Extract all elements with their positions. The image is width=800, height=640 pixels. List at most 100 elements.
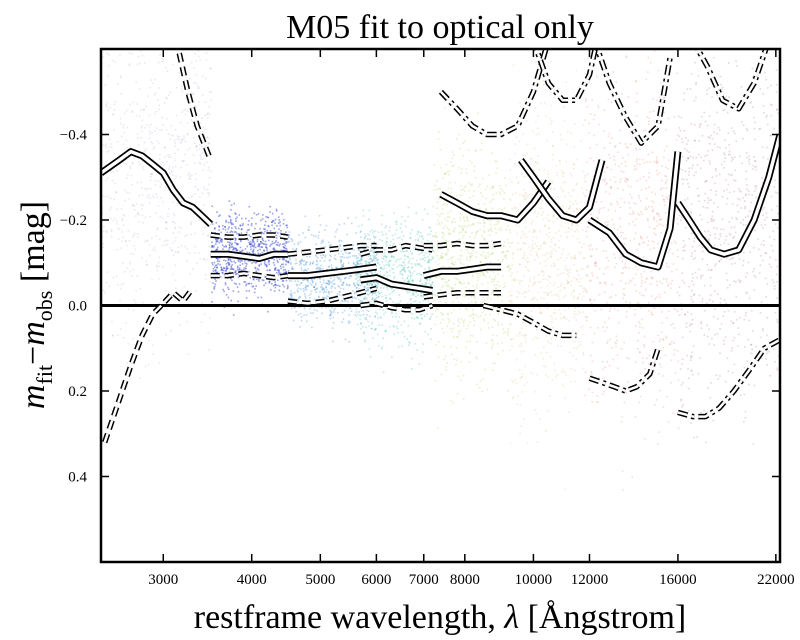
scatter-point bbox=[186, 78, 188, 81]
scatter-point bbox=[495, 307, 497, 309]
scatter-point bbox=[445, 284, 448, 286]
scatter-point bbox=[428, 261, 431, 263]
scatter-point bbox=[137, 233, 139, 235]
scatter-point bbox=[261, 237, 264, 240]
scatter-point bbox=[174, 165, 177, 168]
scatter-point bbox=[186, 248, 189, 250]
scatter-point bbox=[402, 261, 404, 263]
scatter-point bbox=[469, 340, 471, 343]
scatter-point bbox=[264, 228, 266, 230]
scatter-point bbox=[117, 334, 119, 336]
scatter-point bbox=[122, 262, 124, 265]
scatter-point bbox=[377, 317, 379, 319]
scatter-point bbox=[116, 170, 118, 172]
scatter-point bbox=[221, 244, 224, 246]
scatter-point bbox=[514, 143, 517, 145]
scatter-point bbox=[642, 159, 644, 161]
scatter-point bbox=[465, 248, 468, 251]
scatter-point bbox=[535, 162, 537, 164]
scatter-point bbox=[202, 126, 204, 129]
scatter-point bbox=[159, 215, 161, 218]
scatter-point bbox=[558, 298, 561, 301]
scatter-point bbox=[530, 222, 533, 225]
scatter-point bbox=[245, 217, 247, 220]
scatter-point bbox=[241, 249, 244, 251]
scatter-point bbox=[281, 280, 284, 282]
scatter-point bbox=[458, 239, 460, 242]
scatter-point bbox=[444, 173, 446, 175]
scatter-point bbox=[451, 263, 453, 265]
scatter-point bbox=[268, 282, 271, 284]
scatter-point bbox=[520, 376, 523, 378]
scatter-point bbox=[131, 204, 133, 206]
scatter-point bbox=[165, 221, 167, 224]
scatter-point bbox=[501, 208, 503, 211]
scatter-point bbox=[758, 248, 760, 251]
scatter-point bbox=[374, 255, 376, 257]
scatter-point bbox=[490, 152, 493, 155]
scatter-point bbox=[367, 289, 369, 291]
scatter-point bbox=[272, 248, 274, 250]
scatter-point bbox=[373, 259, 376, 262]
scatter-point bbox=[417, 317, 419, 319]
scatter-point bbox=[252, 240, 254, 242]
scatter-point bbox=[653, 160, 656, 163]
scatter-point bbox=[650, 313, 653, 316]
scatter-point bbox=[591, 401, 593, 403]
scatter-point bbox=[426, 279, 428, 281]
scatter-point bbox=[380, 291, 383, 294]
scatter-point bbox=[416, 349, 419, 351]
scatter-point bbox=[424, 315, 426, 317]
scatter-point bbox=[492, 193, 495, 196]
scatter-point bbox=[557, 268, 559, 270]
scatter-point bbox=[453, 323, 455, 325]
scatter-point bbox=[379, 292, 381, 295]
scatter-point bbox=[494, 319, 496, 322]
scatter-point bbox=[197, 188, 199, 190]
scatter-point bbox=[438, 215, 441, 217]
scatter-point bbox=[748, 155, 750, 157]
scatter-point bbox=[143, 109, 145, 111]
scatter-point bbox=[291, 268, 294, 271]
scatter-point bbox=[524, 196, 526, 198]
scatter-point bbox=[643, 176, 645, 178]
scatter-point bbox=[512, 257, 514, 259]
scatter-point bbox=[587, 57, 589, 59]
scatter-point bbox=[342, 264, 344, 266]
scatter-point bbox=[745, 193, 747, 196]
scatter-point bbox=[283, 258, 285, 261]
scatter-point bbox=[525, 193, 527, 196]
scatter-point bbox=[274, 241, 277, 244]
scatter-point bbox=[439, 300, 442, 303]
scatter-point bbox=[244, 281, 247, 283]
scatter-point bbox=[622, 189, 624, 191]
scatter-point bbox=[591, 374, 593, 377]
scatter-point bbox=[591, 341, 594, 344]
scatter-point bbox=[425, 283, 427, 285]
scatter-point bbox=[393, 333, 395, 336]
scatter-point bbox=[565, 160, 567, 163]
scatter-point bbox=[288, 231, 291, 233]
scatter-point bbox=[653, 247, 655, 249]
scatter-point bbox=[376, 285, 379, 288]
scatter-point bbox=[569, 268, 572, 271]
scatter-point bbox=[444, 254, 447, 256]
scatter-point bbox=[361, 325, 364, 328]
scatter-point bbox=[406, 290, 408, 293]
scatter-point bbox=[343, 309, 346, 312]
scatter-point bbox=[446, 325, 448, 328]
scatter-point bbox=[326, 298, 328, 300]
scatter-point bbox=[419, 323, 421, 325]
scatter-point bbox=[436, 207, 438, 209]
scatter-point bbox=[195, 74, 198, 76]
scatter-point bbox=[460, 185, 462, 187]
scatter-point bbox=[174, 145, 177, 147]
scatter-point bbox=[296, 284, 298, 287]
scatter-point bbox=[531, 284, 534, 287]
scatter-point bbox=[170, 8, 172, 10]
scatter-point bbox=[376, 284, 378, 287]
scatter-point bbox=[445, 369, 447, 371]
scatter-point bbox=[338, 286, 340, 288]
scatter-point bbox=[227, 259, 230, 261]
scatter-point bbox=[652, 201, 655, 204]
